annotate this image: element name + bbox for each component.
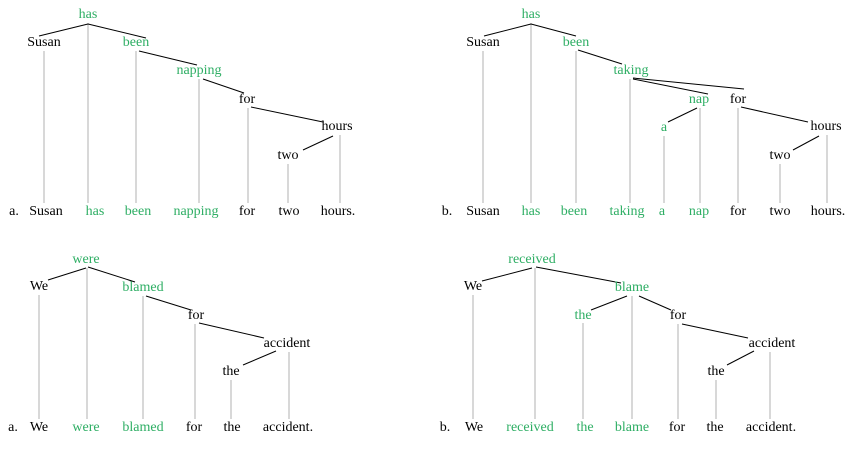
dependency-edge [535, 266, 622, 284]
tree-node-word: napping [176, 63, 222, 78]
sentence-word: a. [8, 420, 18, 435]
sentence-word: two [278, 204, 300, 219]
tree-node-word: two [769, 148, 791, 163]
tree-node-word: the [707, 364, 725, 379]
sentence-word: for [729, 204, 747, 219]
sentence-word: two [769, 204, 791, 219]
tree-node-word: We [29, 279, 49, 294]
sentence-word: b. [439, 420, 451, 435]
sentence-word: b. [441, 204, 453, 219]
dependency-edge [632, 78, 709, 95]
sentence-word: the [576, 420, 594, 435]
dependency-edge [792, 135, 820, 151]
sentence-word: been [560, 204, 588, 219]
tree-node-word: Susan [27, 35, 61, 50]
dependency-edge [632, 77, 745, 90]
dependency-edge [577, 49, 623, 65]
dependency-edge [145, 295, 192, 311]
dependency-edge [740, 106, 809, 123]
tree-node-word: for [669, 308, 687, 323]
tree-node-word: been [562, 35, 590, 50]
dependency-edge [47, 267, 87, 281]
tree-node-word: hours [810, 119, 842, 134]
sentence-word: been [124, 204, 152, 219]
sentence-word: were [72, 420, 100, 435]
dependency-edge [87, 266, 136, 283]
sentence-word: We [29, 420, 49, 435]
tree-node-word: accident [263, 336, 311, 351]
sentence-word: has [521, 204, 541, 219]
dependency-edge [138, 50, 198, 66]
sentence-word: accident. [262, 420, 314, 435]
tree-node-word: the [574, 308, 592, 323]
dependency-edge [667, 107, 698, 123]
sentence-word: napping [173, 204, 219, 219]
dependency-edge [242, 350, 277, 366]
dependency-edge [481, 267, 533, 282]
sentence-word: accident. [745, 420, 797, 435]
tree-node-word: accident [748, 336, 796, 351]
sentence-word: hours. [320, 204, 356, 219]
dependency-edge [638, 295, 672, 311]
dependency-edge [202, 78, 245, 94]
tree-node-word: nap [688, 92, 710, 107]
tree-node-word: has [78, 7, 98, 22]
sentence-word: blamed [122, 420, 164, 435]
dependency-edge [483, 23, 532, 37]
sentence-word: for [238, 204, 256, 219]
tree-node-word: hours [321, 119, 353, 134]
sentence-word: hours. [810, 204, 846, 219]
tree-node-word: We [463, 279, 483, 294]
sentence-word: blame [614, 420, 650, 435]
tree-node-word: taking [613, 63, 649, 78]
tree-node-word: blamed [122, 280, 164, 295]
tree-node-word: the [222, 364, 240, 379]
tree-node-word: a [660, 120, 668, 135]
sentence-word: We [464, 420, 484, 435]
dependency-edge [726, 350, 755, 366]
sentence-word: a. [9, 204, 19, 219]
tree-node-word: for [238, 92, 256, 107]
sentence-word: Susan [29, 204, 63, 219]
dependency-edge [198, 322, 265, 339]
sentence-word: the [223, 420, 241, 435]
sentence-word: taking [609, 204, 645, 219]
tree-node-word: Susan [466, 35, 500, 50]
tree-node-word: has [521, 7, 541, 22]
dependency-edge [87, 23, 147, 39]
tree-node-word: for [187, 308, 205, 323]
dependency-edge [530, 23, 577, 37]
dependency-edge [38, 23, 89, 37]
sentence-word: for [668, 420, 686, 435]
tree-node-word: received [508, 252, 556, 267]
sentence-word: the [706, 420, 724, 435]
sentence-word: nap [688, 204, 710, 219]
dependency-edge [250, 106, 324, 123]
sentence-word: a [658, 204, 666, 219]
tree-node-word: were [72, 252, 100, 267]
sentence-word: has [85, 204, 105, 219]
dependency-edge [681, 323, 749, 339]
sentence-word: for [185, 420, 203, 435]
tree-node-word: blame [614, 280, 650, 295]
dependency-edge [302, 135, 334, 151]
sentence-word: Susan [466, 204, 500, 219]
dependency-edge [590, 295, 628, 311]
tree-node-word: two [277, 148, 299, 163]
tree-node-word: for [729, 92, 747, 107]
sentence-word: received [506, 420, 554, 435]
tree-node-word: been [122, 35, 150, 50]
